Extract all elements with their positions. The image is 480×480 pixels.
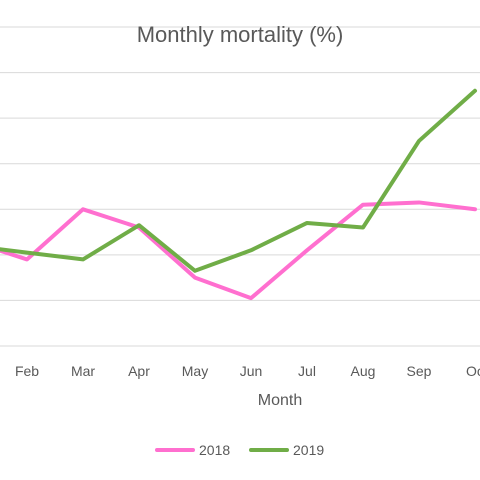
chart-title: Monthly mortality (%) bbox=[137, 22, 344, 47]
x-tick-labels: Feb Mar Apr May Jun Jul Aug Sep Oc bbox=[15, 363, 480, 379]
x-tick-label-aug: Aug bbox=[351, 363, 376, 379]
x-tick-label-feb: Feb bbox=[15, 363, 39, 379]
gridlines bbox=[0, 26, 480, 347]
legend: 2018 2019 bbox=[155, 442, 324, 458]
x-tick-label-mar: Mar bbox=[71, 363, 95, 379]
x-tick-label-oct: Oc bbox=[466, 363, 480, 379]
series-lines bbox=[0, 88, 477, 301]
x-tick-label-sep: Sep bbox=[407, 363, 432, 379]
series-line-2019 bbox=[0, 88, 477, 273]
x-tick-label-jun: Jun bbox=[240, 363, 263, 379]
x-tick-label-may: May bbox=[182, 363, 208, 379]
series-line-2018 bbox=[0, 200, 477, 301]
legend-label-2019: 2019 bbox=[293, 442, 324, 458]
legend-label-2018: 2018 bbox=[199, 442, 230, 458]
x-axis-title: Month bbox=[258, 392, 302, 409]
x-tick-label-jul: Jul bbox=[298, 363, 316, 379]
x-tick-label-apr: Apr bbox=[128, 363, 150, 379]
